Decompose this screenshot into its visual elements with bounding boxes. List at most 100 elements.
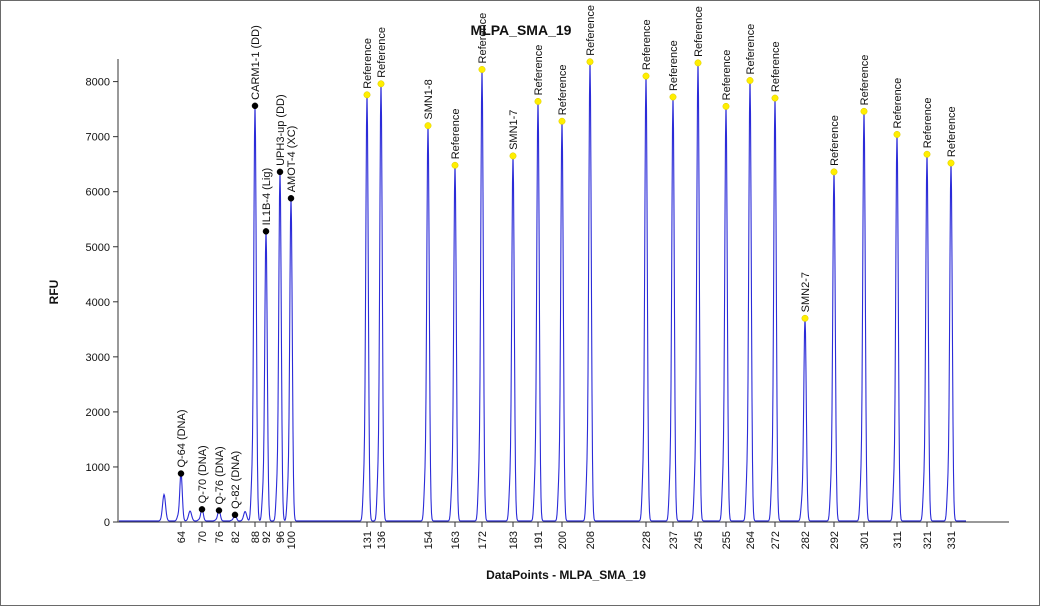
peak-marker	[451, 161, 459, 169]
peak-marker	[251, 102, 259, 110]
signal-trace	[119, 60, 966, 522]
peak-label: AMOT-4 (XC)	[286, 126, 298, 193]
peak-label: Reference	[641, 19, 653, 70]
peak-marker	[669, 93, 677, 101]
y-tick-label: 0	[104, 517, 110, 529]
peak-marker	[177, 470, 185, 477]
peak-label: Reference	[585, 5, 597, 56]
peak-label: Reference	[477, 13, 489, 64]
x-axis-label: DataPoints - MLPA_SMA_19	[486, 568, 646, 582]
x-tick-label: 282	[800, 531, 812, 549]
peak-label: Reference	[557, 64, 569, 115]
peak-marker	[377, 80, 385, 88]
peak-marker	[276, 168, 284, 176]
peak-marker	[860, 107, 868, 115]
peak-markers: Q-64 (DNA) Q-70 (DNA) Q-76 (DNA) Q-82 (DNA)…	[176, 5, 958, 519]
x-tick-label: 154	[423, 531, 435, 549]
x-tick-label: 136	[376, 531, 388, 549]
x-tick-label: 228	[641, 531, 653, 549]
peak-marker	[746, 77, 754, 84]
peak-marker	[722, 102, 730, 110]
peak-label: SMN1-8	[423, 79, 435, 119]
peak-label: Reference	[892, 78, 904, 129]
peak-marker	[198, 506, 206, 513]
x-tick-label: 191	[533, 531, 545, 549]
chart-title: MLPA_SMA_19	[471, 22, 572, 38]
peak-label: Reference	[533, 45, 545, 96]
x-tick-label: 301	[859, 531, 871, 549]
peak-marker	[771, 94, 779, 102]
peak-label: SMN1-7	[508, 110, 520, 150]
peak-marker	[586, 58, 594, 66]
peak-label: Reference	[721, 50, 733, 101]
peak-marker	[893, 130, 901, 138]
peak-label: Reference	[745, 24, 757, 75]
y-tick-label: 1000	[86, 462, 110, 474]
peak-label: Reference	[668, 40, 680, 91]
x-tick-label: 96	[275, 531, 287, 543]
peak-label: IL1B-4 (Lig)	[261, 168, 273, 225]
peak-marker	[830, 168, 838, 176]
x-tick-label: 264	[745, 531, 757, 549]
peak-marker	[534, 97, 542, 105]
x-tick-label: 272	[770, 531, 782, 549]
peak-label: Reference	[859, 55, 871, 106]
x-tick-label: 76	[214, 531, 226, 543]
peak-marker	[363, 91, 371, 99]
y-tick-label: 7000	[86, 132, 110, 144]
peak-label: Reference	[770, 41, 782, 92]
peak-label: UPH3-up (DD)	[275, 94, 287, 166]
peak-label: Reference	[946, 106, 958, 157]
x-tick-label: 208	[585, 531, 597, 549]
x-tick-label: 311	[892, 531, 904, 549]
peak-marker	[231, 511, 239, 519]
peak-marker	[642, 72, 650, 80]
x-tick-label: 237	[668, 531, 680, 549]
x-tick-label: 64	[176, 531, 188, 543]
y-tick-label: 4000	[86, 297, 110, 309]
peak-label: CARM1-1 (DD)	[250, 25, 262, 100]
x-tick-label: 292	[829, 531, 841, 549]
y-tick-label: 2000	[86, 407, 110, 419]
peak-marker	[801, 314, 809, 322]
x-tick-label: 88	[250, 531, 262, 543]
peak-label: Reference	[922, 98, 934, 149]
x-tick-label: 70	[197, 531, 209, 543]
x-tick-label: 163	[450, 531, 462, 549]
peak-marker	[947, 159, 955, 167]
peak-label: Reference	[450, 109, 462, 160]
x-tick-label: 82	[230, 531, 242, 543]
peak-label: Q-64 (DNA)	[176, 409, 188, 467]
y-tick-label: 8000	[86, 77, 110, 89]
peak-marker	[509, 152, 517, 160]
peak-marker	[424, 122, 432, 130]
peak-marker	[287, 195, 295, 202]
peak-marker	[694, 59, 702, 67]
peak-label: Reference	[829, 115, 841, 166]
peak-marker	[262, 228, 270, 235]
trace-line	[119, 60, 966, 522]
x-tick-label: 172	[477, 531, 489, 549]
x-tick-label: 183	[508, 531, 520, 549]
peak-marker	[478, 66, 486, 73]
peak-label: Q-82 (DNA)	[230, 451, 242, 509]
peak-label: Q-76 (DNA)	[214, 446, 226, 504]
peak-label: SMN2-7	[800, 272, 812, 312]
x-tick-label: 100	[286, 531, 298, 549]
x-tick-label: 200	[557, 531, 569, 549]
peak-label: Reference	[693, 6, 705, 57]
x-tick-label: 321	[922, 531, 934, 549]
x-tick-label: 255	[721, 531, 733, 549]
peak-label: Q-70 (DNA)	[197, 445, 209, 503]
x-tick-label: 245	[693, 531, 705, 549]
peak-label: Reference	[376, 27, 388, 78]
peak-marker	[215, 507, 223, 514]
x-tick-label: 131	[362, 531, 374, 549]
peak-label: Reference	[362, 38, 374, 89]
y-axis-label: RFU	[47, 280, 61, 305]
peak-marker	[923, 150, 931, 158]
x-tick-label: 92	[261, 531, 273, 543]
axes: 0 1000 2000 3000 4000 5000 6000 7000 8000 64 70 76 8…	[86, 59, 1009, 549]
